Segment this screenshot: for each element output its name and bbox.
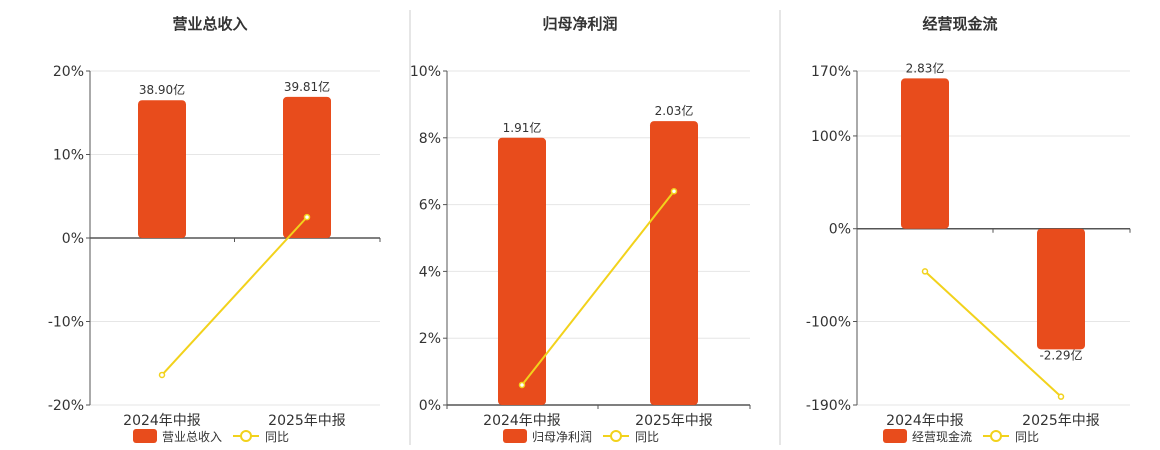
y-tick-label: 6% bbox=[419, 198, 441, 214]
x-tick-label: 2025年中报 bbox=[635, 413, 713, 429]
y-tick-label: 10% bbox=[410, 64, 441, 80]
bar bbox=[650, 121, 698, 405]
bar-data-label: 1.91亿 bbox=[503, 120, 542, 135]
chart-panel-1: 营业总收入 20% 10% 0% -10% -20% 38.90亿 39.81亿 2024年中报… bbox=[48, 15, 381, 444]
bar bbox=[901, 78, 949, 229]
legend-label-line: 同比 bbox=[265, 430, 289, 444]
y-tick-label: 8% bbox=[419, 131, 441, 147]
x-tick-label: 2025年中报 bbox=[268, 413, 346, 429]
x-tick-label: 2024年中报 bbox=[123, 413, 201, 429]
line-point bbox=[1057, 393, 1065, 400]
chart-title: 营业总收入 bbox=[172, 15, 247, 33]
legend-bar-swatch bbox=[883, 429, 907, 443]
legend-bar-swatch bbox=[503, 429, 527, 443]
legend-label-bar: 营业总收入 bbox=[162, 430, 222, 444]
y-tick-label: 20% bbox=[53, 64, 84, 80]
y-tick-label: -190% bbox=[806, 398, 851, 414]
y-tick-label: 100% bbox=[811, 129, 851, 145]
legend-label-bar: 经营现金流 bbox=[912, 429, 972, 444]
bar bbox=[1037, 228, 1085, 350]
line-point bbox=[670, 187, 678, 195]
line-series bbox=[161, 216, 308, 376]
bar-data-label: -2.29亿 bbox=[1039, 347, 1082, 362]
bar-data-label: 2.83亿 bbox=[906, 60, 945, 75]
x-tick-label: 2025年中报 bbox=[1022, 413, 1100, 429]
chart-title: 归母净利润 bbox=[542, 15, 617, 33]
line-series bbox=[521, 190, 675, 386]
legend-label-line: 同比 bbox=[635, 430, 659, 444]
y-tick-label: 170% bbox=[811, 64, 851, 80]
bar-data-label: 39.81亿 bbox=[284, 79, 330, 94]
y-tick-label: 0% bbox=[829, 222, 851, 238]
y-tick-label: -100% bbox=[806, 315, 851, 331]
x-tick-label: 2024年中报 bbox=[886, 413, 964, 429]
y-tick-label: 4% bbox=[419, 264, 441, 280]
y-tick-label: 10% bbox=[53, 148, 84, 164]
line-series bbox=[924, 270, 1062, 398]
bar bbox=[283, 96, 331, 238]
line-point bbox=[158, 371, 166, 379]
legend-bar-swatch bbox=[133, 429, 157, 443]
x-tick-label: 2024年中报 bbox=[483, 413, 561, 429]
bar bbox=[138, 100, 186, 238]
legend-line-marker bbox=[610, 430, 622, 442]
y-tick-label: -20% bbox=[48, 398, 84, 414]
line-point bbox=[518, 381, 526, 389]
bar-data-label: 38.90亿 bbox=[139, 82, 185, 97]
y-tick-label: 0% bbox=[62, 231, 84, 247]
bar-data-label: 2.03亿 bbox=[655, 103, 694, 118]
legend-line-marker bbox=[990, 430, 1002, 442]
line-point bbox=[303, 213, 311, 221]
y-tick-label: 0% bbox=[419, 398, 441, 414]
legend-label-line: 同比 bbox=[1015, 430, 1039, 444]
legend-label-bar: 归母净利润 bbox=[532, 430, 592, 444]
y-tick-label: -10% bbox=[48, 315, 84, 331]
chart-panel-2: 归母净利润 10% 8% 6% 4% 2% 0% 1.91亿 2.03亿 2024年中报 2025年… bbox=[410, 15, 751, 444]
chart-title: 经营现金流 bbox=[922, 15, 997, 33]
y-tick-label: 2% bbox=[419, 331, 441, 347]
legend-line-marker bbox=[240, 430, 252, 442]
line-point bbox=[921, 268, 929, 275]
bar bbox=[498, 137, 546, 406]
chart-panel-3: 经营现金流 170% 100% 0% -100% -190% 2.83亿 -2.29亿 2024… bbox=[806, 15, 1131, 444]
